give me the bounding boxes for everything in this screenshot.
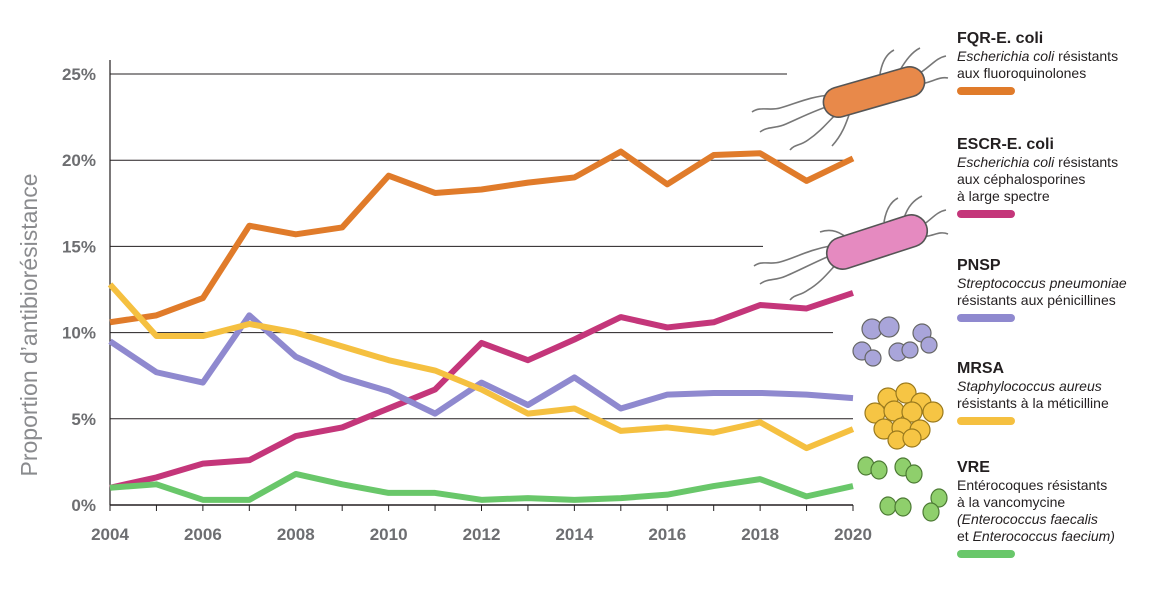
legend-description-line2: aux fluoroquinolones xyxy=(957,65,1087,81)
legend-description: Escherichia coli résistants xyxy=(957,48,1119,64)
pnsp-bacterium-icon xyxy=(852,316,938,367)
x-tick-label: 2010 xyxy=(370,525,408,544)
x-tick-label: 2014 xyxy=(555,525,593,544)
legend-abbr: PNSP xyxy=(957,257,1001,274)
x-tick-label: 2012 xyxy=(463,525,501,544)
legend-description-line2: aux céphalosporines xyxy=(957,171,1086,187)
series-line-pnsp xyxy=(108,312,854,417)
legend-abbr: FQR-E. coli xyxy=(957,30,1044,47)
mrsa-bacterium-icon xyxy=(864,382,944,450)
x-tick-label: 2004 xyxy=(91,525,129,544)
legend-abbr: VRE xyxy=(957,459,990,476)
legend-description: Escherichia coli résistants xyxy=(957,154,1119,170)
legend-swatch xyxy=(957,314,1015,322)
legend-abbr: ESCR-E. coli xyxy=(957,136,1054,153)
bacteria-illustrations xyxy=(751,47,949,522)
legend-description: Staphylococcus aureus xyxy=(957,378,1102,394)
legend-swatch xyxy=(957,550,1015,558)
series-line-mrsa xyxy=(107,282,855,452)
x-tick-label: 2018 xyxy=(741,525,779,544)
y-tick-label: 0% xyxy=(71,496,96,515)
series-line-fqr-e-coli xyxy=(109,148,855,326)
legend-description-line3: à large spectre xyxy=(957,188,1050,204)
legend-item-escr-ecoli: ESCR-E. coli Escherichia coli résistants… xyxy=(957,136,1167,218)
legend-description-line4: et Enterococcus faecium) xyxy=(957,528,1115,544)
legend-swatch xyxy=(957,87,1015,95)
legend-item-vre: VRE Entérocoques résistants à la vancomy… xyxy=(957,459,1167,558)
series-line-vre xyxy=(109,470,854,503)
y-tick-label: 15% xyxy=(62,237,96,256)
legend-description-line2: résistants à la méticilline xyxy=(957,395,1109,411)
legend-description-line2: résistants aux pénicillines xyxy=(957,292,1116,308)
fqr-ecoli-bacterium-icon xyxy=(751,47,949,151)
legend-item-mrsa: MRSA Staphylococcus aureus résistants à … xyxy=(957,360,1167,425)
legend-swatch xyxy=(957,210,1015,218)
legend-description: Streptococcus pneumoniae xyxy=(957,275,1127,291)
series-line-escr-e-coli xyxy=(109,290,854,491)
escr-ecoli-bacterium-icon xyxy=(753,195,949,301)
legend-description-line3: (Enterococcus faecalis xyxy=(957,511,1098,527)
y-tick-label: 25% xyxy=(62,65,96,84)
x-tick-label: 2020 xyxy=(834,525,872,544)
y-axis-label: Proportion d’antibiorésistance xyxy=(16,173,42,476)
x-tick-label: 2008 xyxy=(277,525,315,544)
y-tick-label: 10% xyxy=(62,324,96,343)
legend-item-fqr-ecoli: FQR-E. coli Escherichia coli résistants … xyxy=(957,30,1167,95)
legend-description-line2: à la vancomycine xyxy=(957,494,1066,510)
vre-bacterium-icon xyxy=(857,456,948,522)
x-tick-label: 2006 xyxy=(184,525,222,544)
legend-description: Entérocoques résistants xyxy=(957,477,1108,493)
y-tick-label: 5% xyxy=(71,410,96,429)
legend-abbr: MRSA xyxy=(957,360,1005,377)
legend-swatch xyxy=(957,417,1015,425)
x-tick-label: 2016 xyxy=(648,525,686,544)
legend-item-pnsp: PNSP Streptococcus pneumoniae résistants… xyxy=(957,257,1167,322)
y-tick-label: 20% xyxy=(62,151,96,170)
